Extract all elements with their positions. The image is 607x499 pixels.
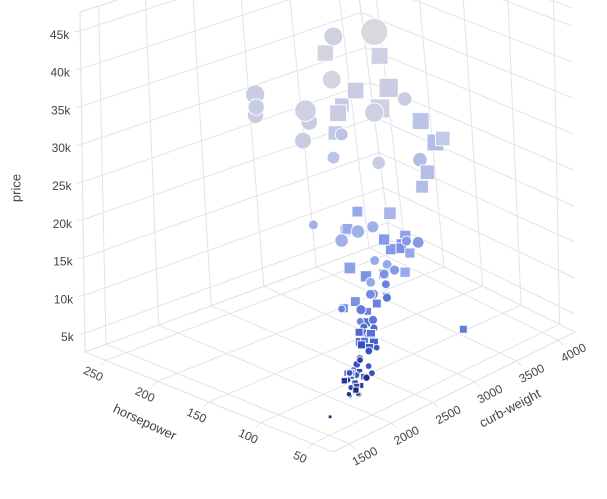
data-point[interactable] (294, 131, 312, 150)
z-tick-label: 45k (50, 28, 70, 42)
data-point[interactable] (371, 298, 382, 309)
z-tick-label: 15k (53, 255, 73, 269)
x-tick-label: 200 (133, 384, 157, 405)
data-point[interactable] (369, 255, 381, 266)
x-tick-label: 150 (185, 405, 209, 426)
data-point[interactable] (334, 233, 349, 248)
data-point[interactable] (364, 346, 374, 356)
data-point[interactable] (365, 276, 377, 288)
data-point[interactable] (294, 99, 317, 122)
grid-floor (105, 247, 560, 445)
y-tick-label: 3000 (475, 382, 505, 407)
data-point[interactable] (340, 377, 349, 385)
data-point[interactable] (356, 356, 364, 364)
grid-right-wall (360, 0, 576, 325)
data-point[interactable] (400, 235, 413, 247)
data-point[interactable] (378, 268, 390, 280)
data-point[interactable] (343, 261, 357, 275)
data-point[interactable] (364, 102, 385, 123)
data-point[interactable] (326, 150, 341, 165)
y-tick-label: 4000 (558, 340, 588, 365)
data-point[interactable] (362, 373, 371, 382)
x-tick-label: 100 (236, 426, 260, 447)
data-point[interactable] (434, 130, 451, 147)
z-tick-label: 5k (61, 330, 75, 344)
data-point[interactable] (334, 127, 349, 142)
data-point[interactable] (458, 324, 468, 334)
z-tick-label: 40k (50, 66, 70, 80)
data-point[interactable] (351, 205, 364, 218)
y-tick-label: 2000 (391, 423, 421, 448)
data-point[interactable] (356, 340, 366, 350)
axis-labels: 5k 10k 15k 20k 25k 30k 35k 40k 45k 250 200 150 100 50… (9, 28, 589, 469)
x-tick-label: 50 (291, 448, 309, 466)
data-point[interactable] (354, 327, 364, 337)
z-tick-label: 10k (54, 292, 74, 306)
z-tick-label: 35k (51, 103, 71, 117)
y-tick-label: 3500 (517, 361, 547, 386)
y-tick-label: 2500 (433, 402, 463, 427)
x-tick-label: 250 (81, 363, 105, 384)
data-point[interactable] (380, 279, 391, 290)
data-point[interactable] (367, 369, 376, 378)
data-point[interactable] (372, 343, 381, 352)
z-tick-label: 30k (52, 141, 72, 155)
data-point[interactable] (368, 314, 379, 325)
grid-left-wall (80, 0, 388, 345)
y-tick-label: 1500 (350, 444, 380, 469)
data-point[interactable] (321, 69, 342, 90)
data-point[interactable] (396, 91, 413, 107)
data-point[interactable] (370, 46, 389, 65)
data-point[interactable] (381, 292, 392, 303)
data-point[interactable] (345, 369, 354, 377)
data-point[interactable] (366, 220, 380, 234)
data-point[interactable] (337, 304, 347, 314)
data-point[interactable] (346, 81, 365, 100)
z-axis-title: price (9, 174, 24, 202)
data-point[interactable] (404, 247, 416, 259)
data-point[interactable] (352, 386, 360, 394)
data-point[interactable] (364, 362, 373, 371)
data-point[interactable] (388, 264, 401, 276)
data-point[interactable] (383, 206, 397, 221)
data-point[interactable] (360, 17, 389, 46)
data-point[interactable] (399, 266, 411, 278)
data-point[interactable] (327, 414, 333, 419)
data-point[interactable] (323, 26, 344, 47)
data-point[interactable] (345, 391, 352, 398)
data-point[interactable] (349, 296, 361, 308)
data-point[interactable] (247, 98, 265, 116)
z-tick-label: 25k (52, 179, 72, 193)
data-point[interactable] (378, 233, 391, 246)
scatter-points[interactable] (245, 17, 468, 419)
data-point[interactable] (365, 288, 376, 300)
x-axis-title: horsepower (111, 401, 180, 444)
data-point[interactable] (419, 164, 436, 181)
data-point[interactable] (378, 77, 399, 98)
data-point[interactable] (316, 44, 335, 62)
data-point[interactable] (355, 304, 367, 316)
data-point[interactable] (415, 179, 429, 194)
data-point[interactable] (307, 219, 319, 231)
data-point[interactable] (350, 224, 366, 239)
data-point[interactable] (371, 155, 386, 171)
data-point[interactable] (411, 112, 430, 130)
z-tick-label: 20k (53, 217, 73, 231)
data-point[interactable] (411, 236, 425, 249)
data-point[interactable] (329, 104, 348, 123)
